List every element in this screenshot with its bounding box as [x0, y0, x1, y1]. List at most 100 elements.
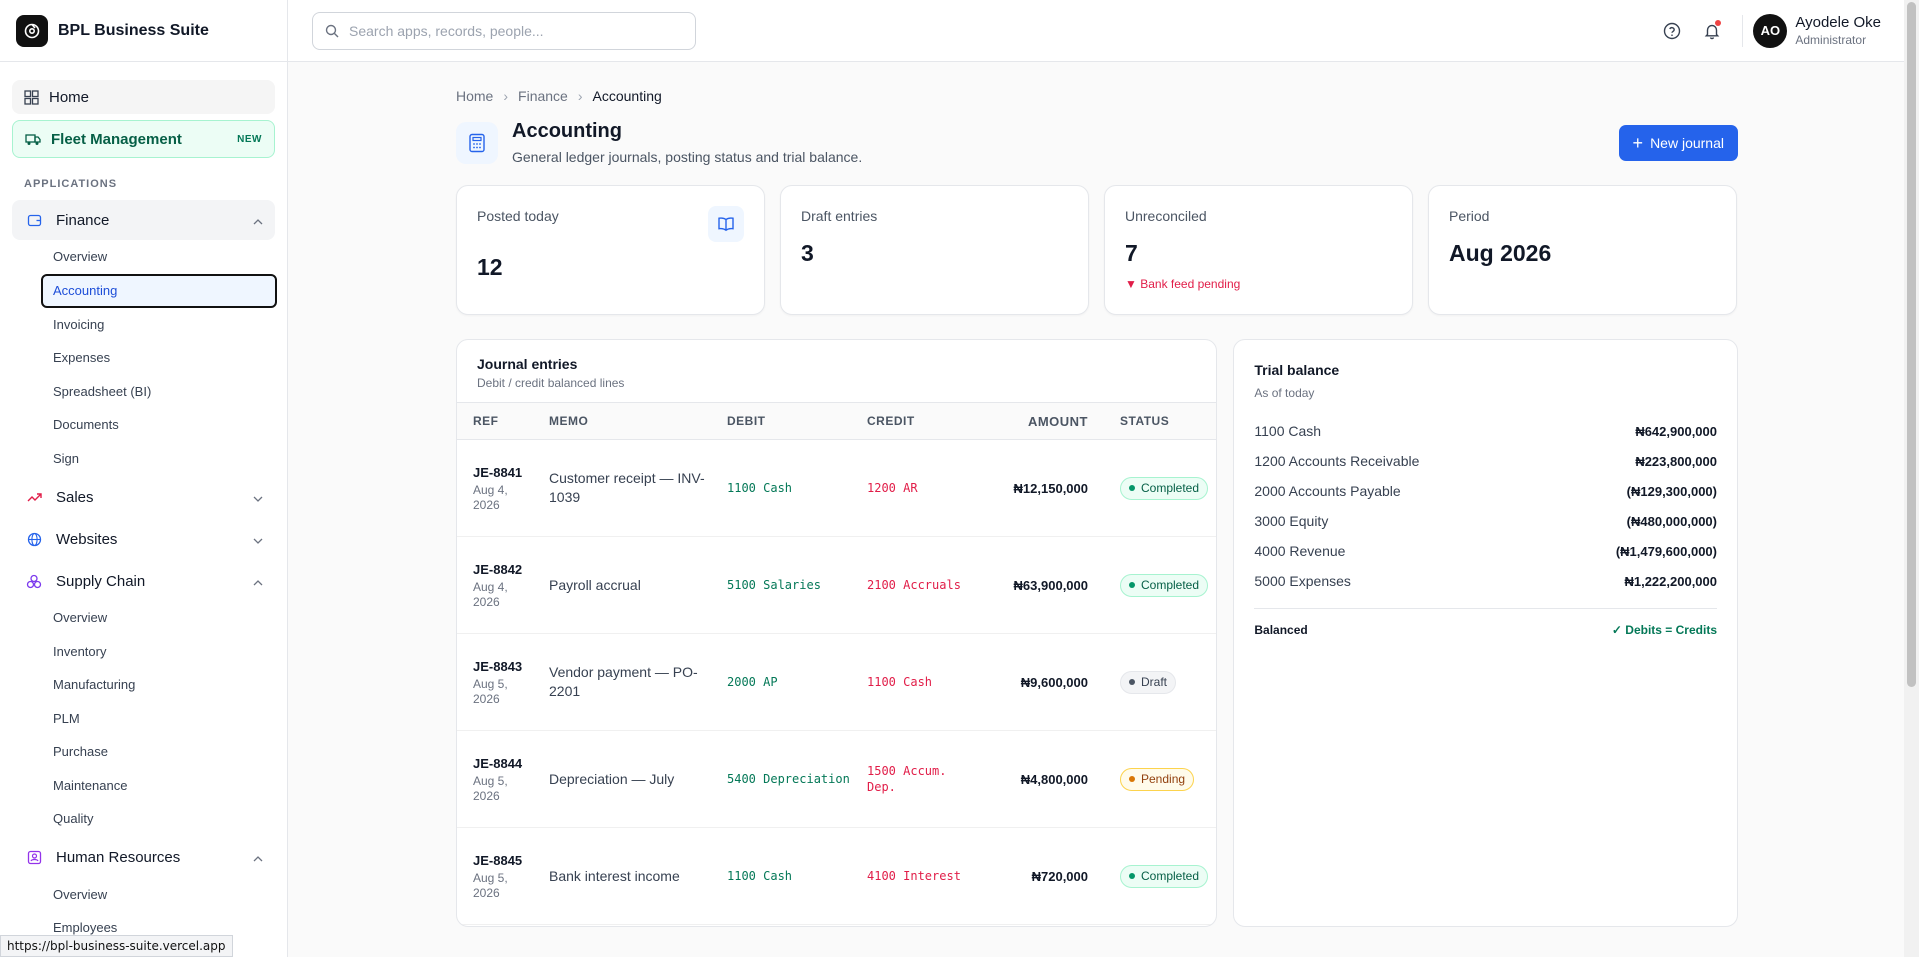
- sidebar-item-sign[interactable]: Sign: [53, 450, 80, 466]
- sidebar-item-purchase[interactable]: Purchase: [53, 744, 108, 760]
- sidebar-item-supply-overview[interactable]: Overview: [53, 610, 108, 626]
- credit-cell: 4100 Interest: [859, 827, 979, 925]
- sidebar-item-employees[interactable]: Employees: [53, 920, 118, 936]
- user-menu[interactable]: Ayodele Oke Administrator: [1795, 14, 1881, 47]
- sidebar-item-home[interactable]: Home: [12, 80, 275, 114]
- amount-cell: ₦12,150,000: [979, 439, 1096, 537]
- sidebar-item-plm[interactable]: PLM: [53, 710, 80, 726]
- chevron-right-icon: ›: [503, 88, 509, 104]
- account-amount: (₦480,000,000): [1626, 513, 1717, 529]
- id-badge-icon: [24, 848, 44, 868]
- table-row[interactable]: JE-8841 Aug 4, 2026 Customer receipt — IN…: [457, 439, 1217, 537]
- search-input[interactable]: [349, 22, 679, 39]
- avatar[interactable]: AO: [1753, 13, 1788, 48]
- column-header-memo[interactable]: MEMO: [541, 402, 719, 440]
- sidebar-group-websites[interactable]: Websites: [12, 519, 275, 559]
- table-row[interactable]: JE-8843 Aug 5, 2026 Vendor payment — PO-2…: [457, 633, 1217, 731]
- content-grid: Journal entries Debit / credit balanced …: [456, 339, 1738, 927]
- wallet-icon: [24, 210, 44, 230]
- search-box[interactable]: [312, 11, 696, 50]
- plus-icon: +: [1632, 132, 1644, 153]
- debit-cell: 5100 Salaries: [719, 536, 859, 634]
- sidebar-item-inventory[interactable]: Inventory: [53, 643, 107, 659]
- status-label: Completed: [1141, 481, 1200, 495]
- table-row[interactable]: JE-8842 Aug 4, 2026 Payroll accrual 5100 …: [457, 536, 1217, 634]
- header-actions: AO Ayodele Oke Administrator: [1648, 13, 1895, 48]
- journal-entries-card: Journal entries Debit / credit balanced …: [456, 339, 1218, 927]
- header-divider: [1742, 14, 1744, 47]
- ref-id: JE-8843: [473, 659, 523, 674]
- sidebar-item-fleet-management[interactable]: Fleet Management NEW: [12, 120, 275, 158]
- sidebar-item-maintenance[interactable]: Maintenance: [53, 777, 128, 793]
- sidebar-item-invoicing[interactable]: Invoicing: [53, 316, 105, 332]
- memo-cell: Vendor payment — PO-2201: [541, 633, 719, 731]
- sidebar-item-quality[interactable]: Quality: [53, 811, 94, 827]
- status-dot: [1129, 485, 1135, 491]
- sidebar-item-home-label: Home: [49, 88, 90, 106]
- page-scrollbar[interactable]: [1904, 0, 1919, 957]
- chevron-up-icon: [253, 849, 263, 866]
- page-header: Accounting General ledger journals, post…: [456, 120, 1738, 165]
- search-icon: [325, 24, 339, 37]
- column-header-ref[interactable]: REF: [457, 402, 541, 440]
- memo-cell: Customer receipt — INV-1039: [541, 439, 719, 537]
- list-item: 1200 Accounts Receivable ₦223,800,000: [1254, 446, 1717, 476]
- sidebar: BPL Business Suite Home Fleet Management…: [0, 0, 288, 957]
- notifications-button[interactable]: [1696, 15, 1728, 47]
- kpi-label: Draft entries: [801, 208, 878, 224]
- scrollbar-thumb[interactable]: [1907, 2, 1916, 687]
- kpi-label: Period: [1449, 208, 1490, 224]
- kpi-value: 7: [1125, 240, 1138, 266]
- kpi-posted-today: Posted today 12: [456, 185, 765, 315]
- chevron-up-icon: [253, 573, 263, 590]
- ref-date: Aug 5, 2026: [473, 774, 508, 803]
- sidebar-item-manufacturing[interactable]: Manufacturing: [53, 677, 136, 693]
- sidebar-item-accounting[interactable]: Accounting: [41, 273, 277, 308]
- trial-balance-card: Trial balance As of today 1100 Cash ₦642,…: [1233, 339, 1738, 927]
- sidebar-group-human-resources[interactable]: Human Resources: [12, 838, 275, 878]
- status-label: Pending: [1141, 772, 1186, 786]
- help-button[interactable]: [1656, 15, 1688, 47]
- sidebar-group-sales[interactable]: Sales: [12, 477, 275, 517]
- amount-cell: ₦4,800,000: [979, 730, 1096, 828]
- status-label: Draft: [1141, 675, 1168, 689]
- column-header-status[interactable]: STATUS: [1096, 402, 1217, 440]
- card-subtitle: As of today: [1254, 386, 1315, 400]
- ref-id: JE-8842: [473, 562, 523, 577]
- status-dot: [1129, 679, 1135, 685]
- sidebar-item-documents[interactable]: Documents: [53, 417, 119, 433]
- account-amount: (₦1,479,600,000): [1615, 543, 1717, 559]
- sidebar-group-supply-chain[interactable]: Supply Chain: [12, 561, 275, 601]
- column-header-amount[interactable]: AMOUNT: [979, 402, 1096, 440]
- status-badge: Completed: [1120, 573, 1209, 597]
- sidebar-item-hr-overview[interactable]: Overview: [53, 886, 108, 902]
- sidebar-group-finance[interactable]: Finance: [12, 200, 275, 240]
- column-header-credit[interactable]: CREDIT: [859, 402, 979, 440]
- column-header-debit[interactable]: DEBIT: [719, 402, 859, 440]
- help-circle-icon: [1664, 22, 1681, 39]
- breadcrumb-finance[interactable]: Finance: [518, 88, 568, 104]
- sidebar-item-spreadsheet[interactable]: Spreadsheet (BI): [53, 383, 152, 399]
- status-badge: Completed: [1120, 864, 1209, 888]
- kpi-label: Posted today: [477, 208, 559, 224]
- sidebar-item-expenses[interactable]: Expenses: [53, 350, 111, 366]
- table-header-row: REF MEMO DEBIT CREDIT AMOUNT STATUS: [457, 402, 1217, 440]
- breadcrumb-home[interactable]: Home: [456, 88, 494, 104]
- amount-cell: ₦9,600,000: [979, 633, 1096, 731]
- table-row[interactable]: JE-8845 Aug 5, 2026 Bank interest income …: [457, 827, 1217, 925]
- list-item: 3000 Equity (₦480,000,000): [1254, 506, 1717, 536]
- debit-cell: 1100 Cash: [719, 439, 859, 537]
- debit-cell: 1100 Cash: [719, 827, 859, 925]
- page-subtitle: General ledger journals, posting status …: [512, 149, 863, 165]
- new-journal-button[interactable]: + New journal: [1618, 124, 1738, 161]
- status-label: Completed: [1141, 578, 1200, 592]
- status-badge: Pending: [1120, 767, 1195, 791]
- card-subtitle: Debit / credit balanced lines: [477, 376, 625, 390]
- brand-name: BPL Business Suite: [58, 21, 209, 39]
- breadcrumb: Home › Finance › Accounting: [456, 88, 1738, 104]
- sidebar-item-finance-overview[interactable]: Overview: [53, 249, 108, 265]
- table-row[interactable]: JE-8844 Aug 5, 2026 Depreciation — July 5…: [457, 730, 1217, 828]
- brand[interactable]: BPL Business Suite: [0, 0, 287, 62]
- ref-id: JE-8845: [473, 853, 523, 868]
- kpi-value: 12: [477, 254, 503, 280]
